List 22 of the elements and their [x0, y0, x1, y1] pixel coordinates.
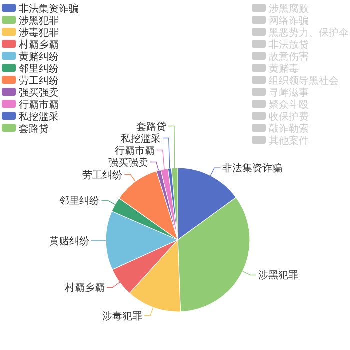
slice-label: 涉毒犯罪	[102, 310, 142, 322]
slice-label: 涉黑犯罪	[258, 270, 299, 282]
legend-label: 非法集资诈骗	[19, 3, 79, 15]
slice-label: 村霸乡霸	[64, 282, 105, 294]
legend-label: 涉毒犯罪	[19, 27, 59, 39]
legend-label: 私挖滥采	[19, 111, 59, 123]
legend-label: 套路贷	[19, 123, 49, 135]
slice-label: 黄赌纠纷	[49, 235, 90, 248]
slice-label: 行霸市霸	[114, 144, 155, 157]
legend-label: 涉黑犯罪	[19, 15, 59, 27]
slice-label: 私挖滥采	[120, 132, 161, 145]
slice-label: 邻里纠纷	[60, 194, 100, 207]
slice-label: 套路贷	[136, 120, 166, 133]
legend-label: 村霸乡霸	[18, 39, 59, 51]
legend-label: 劳工纠纷	[19, 75, 59, 87]
slice-label: 强买强卖	[108, 156, 148, 169]
legend-label: 强买强卖	[19, 87, 59, 99]
legend-label: 邻里纠纷	[19, 63, 59, 75]
slice-label: 非法集资诈骗	[222, 162, 283, 175]
slice-label: 劳工纠纷	[82, 169, 123, 182]
legend-label: 黄赌纠纷	[19, 51, 59, 63]
legend-label: 行霸市霸	[19, 99, 59, 111]
